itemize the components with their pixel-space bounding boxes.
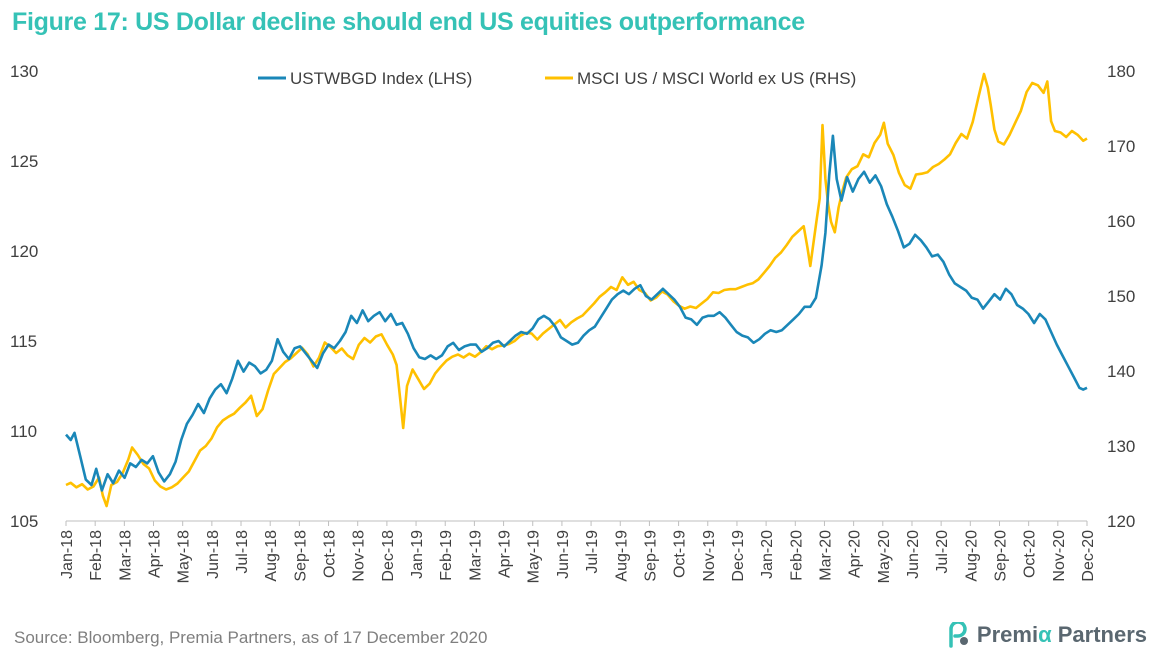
axes: 105 110 115 120 125 130 120 130 140 150 160 170 180 J… — [10, 62, 1135, 583]
x-tick-label: May-19 — [526, 530, 543, 583]
x-tick-label: Jul-20 — [934, 530, 951, 574]
chart-title: Figure 17: US Dollar decline should end … — [12, 8, 805, 36]
x-tick-label: Nov-19 — [701, 530, 718, 582]
x-tick-label: Mar-20 — [817, 530, 834, 581]
x-tick-label: Jan-18 — [59, 530, 76, 579]
series-layer — [65, 72, 1088, 508]
x-tick-label: Jun-18 — [205, 530, 222, 579]
series-line-ustwbgd — [65, 134, 1088, 492]
x-tick-label: Sep-19 — [642, 530, 659, 582]
y-right-tick-label: 180 — [1107, 62, 1135, 81]
x-tick-label: Feb-18 — [88, 530, 105, 581]
x-tick-label: Dec-20 — [1080, 530, 1097, 582]
x-tick-label: Oct-20 — [1022, 530, 1039, 578]
premia-logo-icon — [949, 622, 968, 648]
x-tick-label: Aug-18 — [263, 530, 280, 582]
x-tick-label: Dec-18 — [380, 530, 397, 582]
x-tick-label: Jun-19 — [555, 530, 572, 579]
source-note: Source: Bloomberg, Premia Partners, as o… — [14, 628, 488, 647]
x-tick-label: Aug-19 — [613, 530, 630, 582]
x-tick-label: Apr-18 — [147, 530, 164, 578]
y-right-tick-label: 150 — [1107, 287, 1135, 306]
x-tick-label: Sep-20 — [992, 530, 1009, 582]
x-tick-label: Mar-19 — [467, 530, 484, 581]
x-tick-label: May-20 — [876, 530, 893, 583]
y-right-tick-label: 170 — [1107, 137, 1135, 156]
x-tick-label: Oct-18 — [322, 530, 339, 578]
x-tick-label: Jul-18 — [234, 530, 251, 574]
series-line-msci-ratio — [65, 72, 1088, 508]
x-tick-label: Feb-19 — [438, 530, 455, 581]
x-tick-label: May-18 — [176, 530, 193, 583]
y-right-tick-label: 160 — [1107, 212, 1135, 231]
y-right-tick-label: 130 — [1107, 437, 1135, 456]
x-tick-label: Jul-19 — [584, 530, 601, 574]
y-left-tick-label: 105 — [10, 512, 38, 531]
y-left-tick-label: 125 — [10, 152, 38, 171]
y-left-tick-label: 120 — [10, 242, 38, 261]
x-tick-label: Apr-20 — [847, 530, 864, 578]
x-tick-label: Sep-18 — [292, 530, 309, 582]
x-tick-label: Dec-19 — [730, 530, 747, 582]
x-tick-label: Aug-20 — [963, 530, 980, 582]
legend: USTWBGD Index (LHS) MSCI US / MSCI World … — [258, 69, 856, 88]
y-left-tick-label: 130 — [10, 62, 38, 81]
y-left-tick-label: 115 — [10, 332, 37, 351]
x-tick-label: Nov-20 — [1051, 530, 1068, 582]
legend-item-msci-ratio-label: MSCI US / MSCI World ex US (RHS) — [577, 69, 856, 88]
x-tick-label: Nov-18 — [351, 530, 368, 582]
brand-logo: Premiα Partners — [947, 622, 1147, 648]
x-tick-label: Feb-20 — [788, 530, 805, 581]
y-right-tick-label: 140 — [1107, 362, 1135, 381]
y-right-tick-label: 120 — [1107, 512, 1135, 531]
y-left-tick-label: 110 — [10, 422, 37, 441]
x-tick-label: Apr-19 — [497, 530, 514, 578]
x-tick-label: Jan-19 — [409, 530, 426, 579]
brand-name: Premiα Partners — [976, 622, 1147, 647]
x-tick-label: Oct-19 — [672, 530, 689, 578]
x-tick-label: Jan-20 — [759, 530, 776, 579]
x-tick-label: Mar-18 — [117, 530, 134, 581]
x-tick-label: Jun-20 — [905, 530, 922, 579]
legend-item-ustwbgd-label: USTWBGD Index (LHS) — [290, 69, 472, 88]
